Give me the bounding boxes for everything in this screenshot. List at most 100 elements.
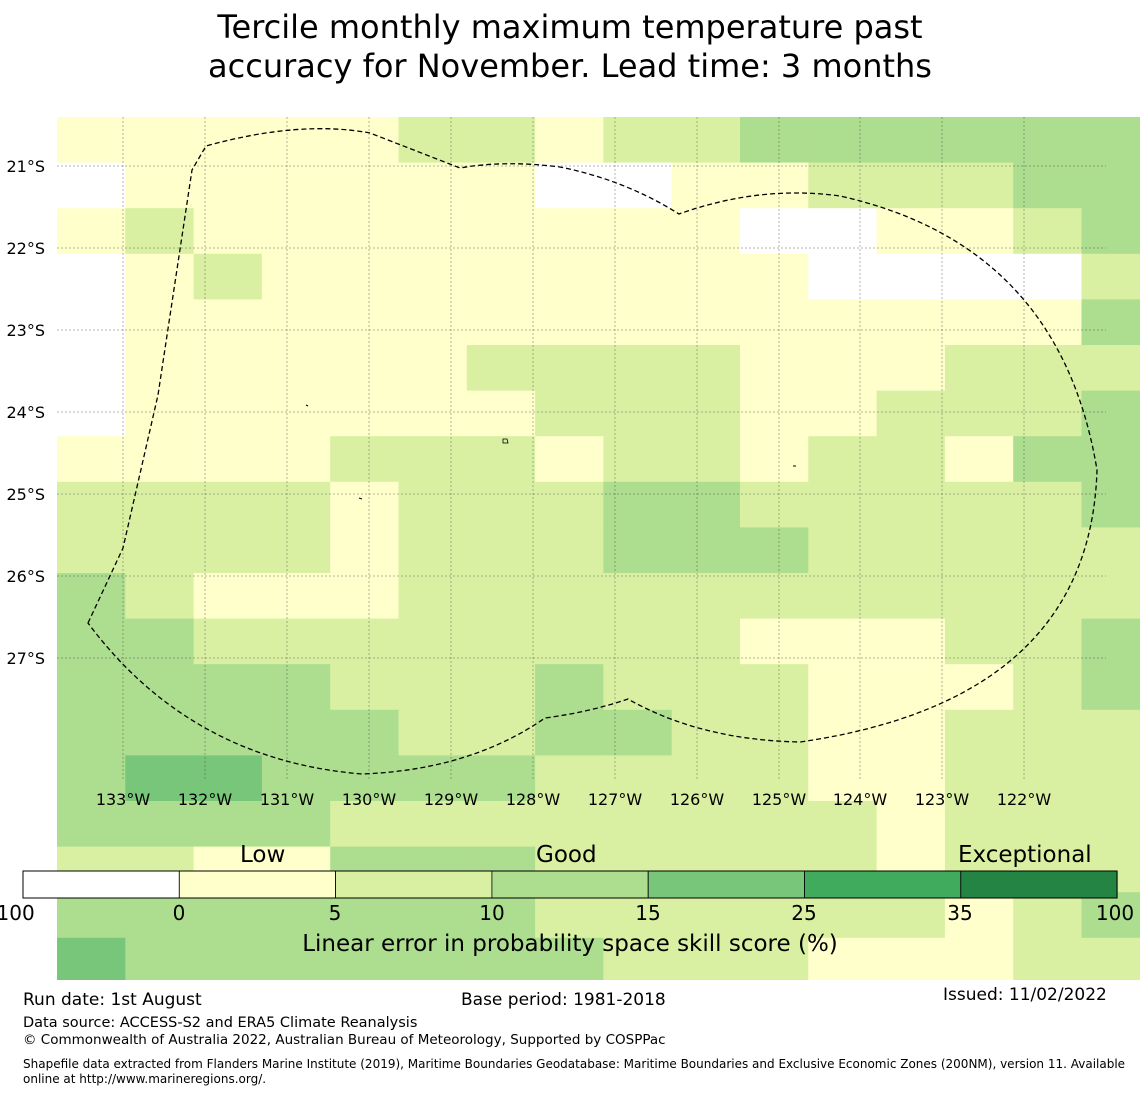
chart-title-line-2: accuracy for November. Lead time: 3 mont… (208, 47, 932, 85)
grid-cell (398, 345, 468, 392)
grid-cell (466, 481, 536, 528)
grid-cell (330, 436, 400, 483)
grid-cell (876, 755, 946, 802)
grid-cell (330, 299, 400, 346)
grid-cell (876, 208, 946, 255)
longitude-label: 125°W (752, 790, 807, 809)
grid-cell (1081, 299, 1140, 346)
colorbar (22, 870, 1118, 899)
grid-cell (671, 436, 741, 483)
grid-cell (535, 709, 604, 756)
grid-cell (876, 299, 946, 346)
grid-cell (398, 573, 468, 620)
grid-cell (398, 436, 468, 483)
grid-cell (740, 801, 809, 848)
grid-cell (193, 436, 263, 483)
grid-cell (1013, 892, 1083, 939)
grid-cell (125, 755, 195, 802)
grid-cell (398, 299, 468, 346)
grid-cell (57, 253, 126, 300)
grid-cell (193, 573, 263, 620)
grid-cell (740, 481, 809, 528)
grid-cell (535, 390, 604, 437)
grid-cell (125, 573, 195, 620)
grid-cell (535, 208, 604, 255)
grid-cell (193, 345, 263, 392)
grid-cell (57, 345, 126, 392)
colorbar-frame (22, 870, 1118, 899)
grid-cell (466, 436, 536, 483)
issued-date: Issued: 11/02/2022 (943, 985, 1107, 1005)
grid-cell (603, 345, 673, 392)
grid-cell (808, 299, 878, 346)
grid-cell (125, 937, 195, 980)
grid-cell (57, 709, 126, 756)
grid-cell (125, 436, 195, 483)
grid-cell (261, 162, 331, 209)
longitude-label: 130°W (342, 790, 397, 809)
grid-cell (740, 253, 809, 300)
copyright-notice: © Commonwealth of Australia 2022, Austra… (23, 1032, 666, 1048)
longitude-label: 128°W (506, 790, 561, 809)
grid-cell (876, 937, 946, 980)
grid-cell (193, 664, 263, 711)
grid-cell (466, 527, 536, 574)
grid-cell (876, 253, 946, 300)
grid-cell (740, 755, 809, 802)
grid-cell (57, 527, 126, 574)
shapefile-credit: Shapefile data extracted from Flanders M… (23, 1057, 1126, 1086)
grid-cell (125, 801, 195, 848)
longitude-label: 133°W (96, 790, 151, 809)
grid-cell (808, 892, 878, 939)
grid-cell (330, 755, 400, 802)
grid-cell (876, 390, 946, 437)
grid-cell (57, 162, 126, 209)
grid-cell (535, 573, 604, 620)
grid-cell (535, 618, 604, 665)
grid-cell (671, 299, 741, 346)
colorbar-axis-label: Linear error in probability space skill … (302, 931, 838, 957)
island-marker (502, 438, 509, 444)
grid-cell (57, 117, 126, 164)
grid-cell (603, 481, 673, 528)
grid-cell (1081, 801, 1140, 848)
grid-cell (1081, 117, 1140, 164)
grid-cell (671, 117, 741, 164)
grid-cell (740, 390, 809, 437)
grid-cell (398, 937, 468, 980)
grid-cell (671, 755, 741, 802)
grid-cell (330, 162, 400, 209)
grid-cell (1081, 937, 1140, 980)
category-label-exceptional: Exceptional (958, 842, 1092, 868)
grid-cell (398, 253, 468, 300)
grid-cell (671, 892, 741, 939)
grid-cell (466, 755, 536, 802)
grid-cell (466, 253, 536, 300)
grid-cell (535, 664, 604, 711)
grid-cell (193, 390, 263, 437)
grid-cell (398, 801, 468, 848)
grid-cell (808, 208, 878, 255)
longitude-label: 132°W (178, 790, 233, 809)
grid-cell (876, 618, 946, 665)
grid-cell (535, 436, 604, 483)
grid-cell (125, 253, 195, 300)
grid-cell (57, 664, 126, 711)
grid-cell (535, 801, 604, 848)
colorbar-segment (335, 870, 493, 899)
grid-cell (57, 208, 126, 255)
chart-title-line-1: Tercile monthly maximum temperature past (217, 8, 923, 46)
grid-cell (125, 892, 195, 939)
grid-cell (944, 892, 1014, 939)
grid-cell (193, 618, 263, 665)
grid-cell (330, 892, 400, 939)
grid-cell (1013, 527, 1083, 574)
grid-cell (808, 937, 878, 980)
grid-cell (466, 709, 536, 756)
grid-cell (466, 390, 536, 437)
grid-cell (876, 481, 946, 528)
grid-cell (193, 709, 263, 756)
island-marker (305, 404, 309, 407)
longitude-label: 123°W (915, 790, 970, 809)
category-label-low: Low (240, 842, 286, 868)
